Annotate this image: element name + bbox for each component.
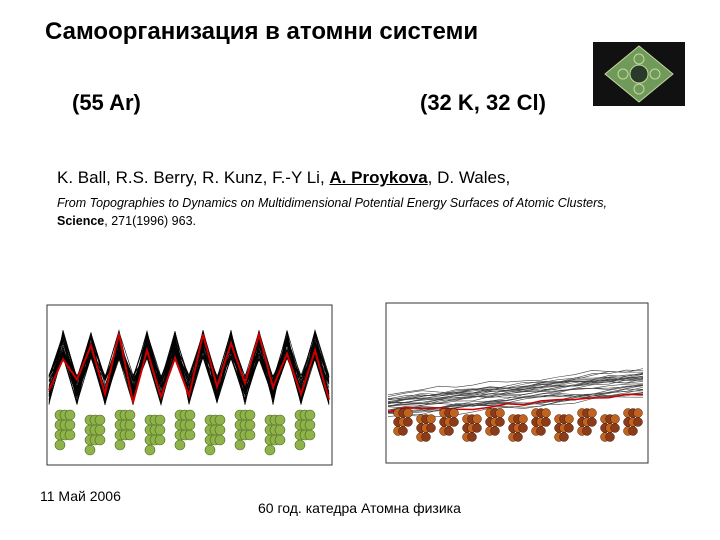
atom	[536, 426, 546, 436]
atom	[304, 429, 316, 441]
atom	[234, 439, 246, 451]
atom	[144, 444, 156, 456]
plot-line	[48, 330, 330, 405]
title: Самоорганизация в атомни системи	[45, 18, 479, 45]
atom	[633, 417, 643, 427]
atom	[559, 432, 569, 442]
plot-frame	[385, 302, 649, 464]
reference: From Topographies to Dynamics on Multidi…	[57, 194, 637, 230]
atom	[274, 434, 286, 446]
cluster-thumbnail	[593, 42, 685, 106]
atom	[264, 444, 276, 456]
authors-text: , D. Wales,	[427, 168, 511, 187]
label-left: (55 Ar)	[72, 90, 141, 115]
atom	[513, 432, 523, 442]
plot-image-left	[46, 304, 333, 466]
atom	[403, 408, 413, 418]
atom	[605, 432, 615, 442]
atom	[421, 432, 431, 442]
atom	[490, 426, 500, 436]
atom	[214, 434, 226, 446]
atom	[472, 414, 482, 424]
atom	[426, 414, 436, 424]
plot-frame	[46, 304, 333, 466]
reference-journal: Science	[57, 214, 105, 228]
atom	[587, 408, 597, 418]
atom	[214, 424, 226, 436]
atom	[154, 424, 166, 436]
plot-line	[48, 332, 330, 405]
atom	[304, 409, 316, 421]
atom	[184, 419, 196, 431]
reference-title: From Topographies to Dynamics on Multidi…	[57, 196, 604, 210]
atom	[610, 423, 620, 433]
atom	[64, 419, 76, 431]
atom	[244, 429, 256, 441]
atom	[124, 419, 136, 431]
atom	[94, 414, 106, 426]
atom	[518, 423, 528, 433]
atom	[294, 439, 306, 451]
footer-date: 11 Май 2006	[40, 488, 121, 504]
atom	[244, 409, 256, 421]
plot-line	[387, 393, 644, 413]
atom	[64, 429, 76, 441]
atom	[244, 419, 256, 431]
atom	[174, 439, 186, 451]
atom	[304, 419, 316, 431]
footer-center: 60 год. катедра Атомна физика	[258, 500, 461, 516]
plot-line	[48, 330, 330, 403]
atom	[587, 417, 597, 427]
atom	[449, 408, 459, 418]
plot-line	[387, 375, 644, 407]
atom	[204, 444, 216, 456]
atom	[94, 424, 106, 436]
atom	[610, 414, 620, 424]
plot-line	[387, 373, 644, 407]
atom	[54, 439, 66, 451]
atom	[154, 434, 166, 446]
plot-line	[387, 383, 644, 401]
atom	[274, 414, 286, 426]
atom	[472, 423, 482, 433]
reference-rest: , 271(1996) 963.	[104, 214, 197, 228]
atom	[403, 417, 413, 427]
reference-sep: ,	[603, 196, 608, 210]
label-right: (32 K, 32 Cl)	[420, 90, 546, 115]
atom	[64, 409, 76, 421]
atom	[426, 423, 436, 433]
atom	[564, 414, 574, 424]
atom	[124, 409, 136, 421]
atom	[94, 434, 106, 446]
atom	[467, 432, 477, 442]
atom	[184, 409, 196, 421]
atom	[114, 439, 126, 451]
atom	[84, 444, 96, 456]
atom	[541, 417, 551, 427]
atom	[398, 426, 408, 436]
plot-line	[387, 376, 644, 400]
plot-line	[387, 368, 644, 396]
atom	[564, 423, 574, 433]
atom	[495, 417, 505, 427]
authors: K. Ball, R.S. Berry, R. Kunz, F.-Y Li, A…	[57, 168, 510, 188]
atom	[444, 426, 454, 436]
atom	[274, 424, 286, 436]
atom	[582, 426, 592, 436]
atom	[495, 408, 505, 418]
atom	[633, 408, 643, 418]
atom	[541, 408, 551, 418]
plot-line	[48, 330, 330, 405]
atom	[154, 414, 166, 426]
atom	[628, 426, 638, 436]
atom	[518, 414, 528, 424]
authors-highlight: A. Proykova	[329, 168, 428, 187]
authors-text: K. Ball, R.S. Berry, R. Kunz, F.-Y Li,	[57, 168, 330, 187]
atom	[124, 429, 136, 441]
atom	[449, 417, 459, 427]
plot-image-right	[385, 302, 649, 464]
atom	[214, 414, 226, 426]
atom	[184, 429, 196, 441]
